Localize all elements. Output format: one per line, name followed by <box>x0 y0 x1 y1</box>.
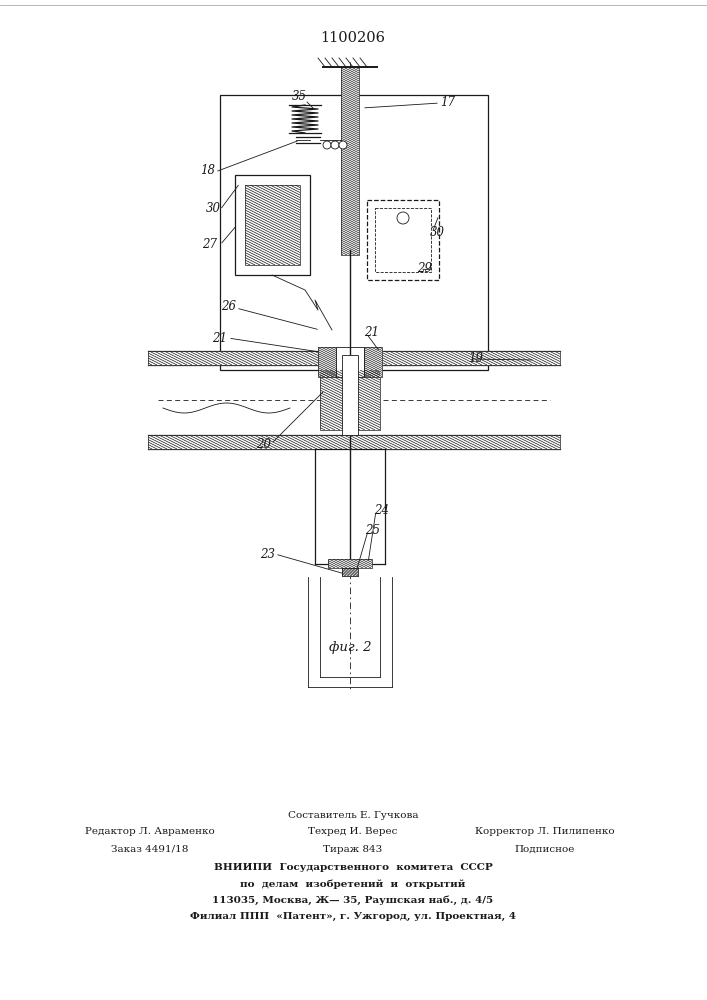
Bar <box>336 347 364 377</box>
Text: 24: 24 <box>375 504 390 516</box>
Text: 29: 29 <box>418 261 433 274</box>
Text: 17: 17 <box>440 96 455 108</box>
Text: 30: 30 <box>429 226 445 238</box>
Text: 21: 21 <box>213 332 228 344</box>
Text: 19: 19 <box>469 352 484 364</box>
Text: 1100206: 1100206 <box>320 31 385 45</box>
Text: 20: 20 <box>257 438 271 452</box>
Text: Редактор Л. Авраменко: Редактор Л. Авраменко <box>85 828 215 836</box>
Polygon shape <box>328 559 372 568</box>
Circle shape <box>323 141 331 149</box>
Bar <box>235 175 310 275</box>
Circle shape <box>397 212 409 224</box>
Polygon shape <box>342 568 358 576</box>
Polygon shape <box>245 185 300 265</box>
Circle shape <box>331 141 339 149</box>
Bar <box>342 568 358 576</box>
Polygon shape <box>148 351 560 365</box>
Text: 26: 26 <box>221 300 237 312</box>
Polygon shape <box>148 435 560 449</box>
Text: 30: 30 <box>206 202 221 215</box>
Text: фиг. 2: фиг. 2 <box>329 642 371 654</box>
Text: 27: 27 <box>202 237 218 250</box>
Text: 23: 23 <box>260 548 276 562</box>
Bar <box>220 95 488 370</box>
Text: Заказ 4491/18: Заказ 4491/18 <box>111 844 189 854</box>
Bar <box>315 449 385 564</box>
Text: Филиал ППП  «Патент», г. Ужгород, ул. Проектная, 4: Филиал ППП «Патент», г. Ужгород, ул. Про… <box>190 911 516 921</box>
Bar <box>367 200 439 280</box>
Text: 113035, Москва, Ж— 35, Раушская наб., д. 4/5: 113035, Москва, Ж— 35, Раушская наб., д.… <box>212 895 493 905</box>
Text: ВНИИПИ  Государственного  комитета  СССР: ВНИИПИ Государственного комитета СССР <box>214 863 492 872</box>
Text: 18: 18 <box>201 163 216 176</box>
Polygon shape <box>318 347 336 377</box>
Polygon shape <box>320 370 380 430</box>
Polygon shape <box>364 347 382 377</box>
Bar <box>375 208 431 272</box>
Bar <box>342 355 358 435</box>
Text: по  делам  изобретений  и  открытий: по делам изобретений и открытий <box>240 879 466 889</box>
Text: Тираж 843: Тираж 843 <box>323 844 382 854</box>
Text: 25: 25 <box>366 524 380 536</box>
Text: Составитель Е. Гучкова: Составитель Е. Гучкова <box>288 810 419 820</box>
Circle shape <box>339 141 347 149</box>
Polygon shape <box>341 67 359 255</box>
Text: 21: 21 <box>365 326 380 338</box>
Text: 35: 35 <box>291 91 307 104</box>
Text: Техред И. Верес: Техред И. Верес <box>308 828 397 836</box>
Text: Подписное: Подписное <box>515 844 575 854</box>
Text: Корректор Л. Пилипенко: Корректор Л. Пилипенко <box>475 828 615 836</box>
